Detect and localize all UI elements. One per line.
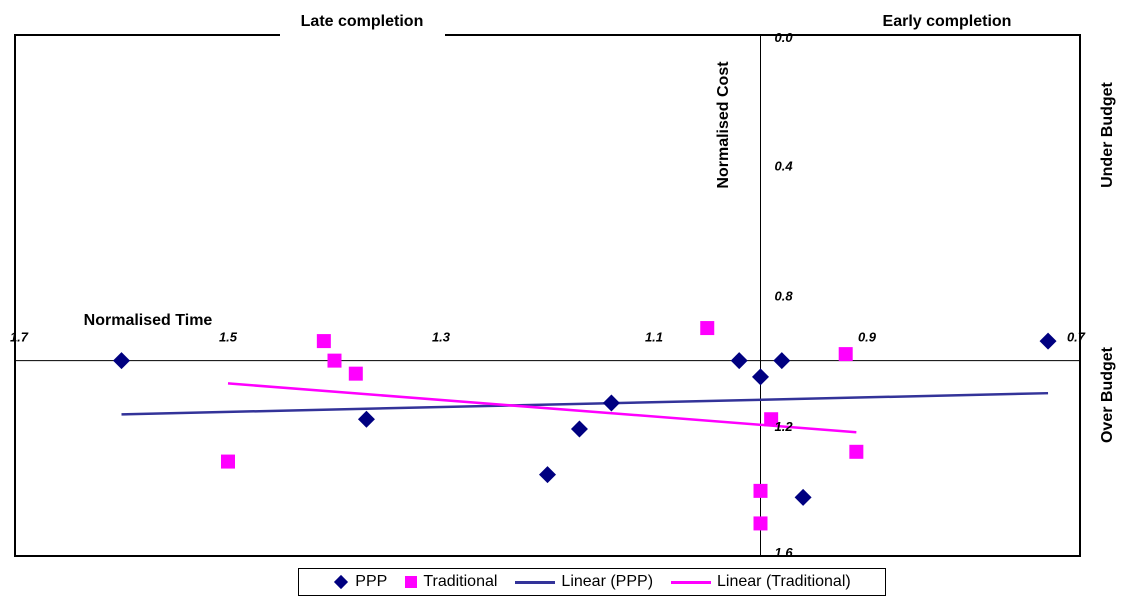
legend-item-ppp: PPP xyxy=(333,573,387,591)
y-tick-label: 1.2 xyxy=(775,419,794,434)
legend-label: Linear (Traditional) xyxy=(717,573,851,590)
ppp-point xyxy=(730,352,748,370)
line-marker-icon xyxy=(671,580,712,584)
traditional-point xyxy=(764,412,779,427)
y-tick-label: 0.4 xyxy=(775,158,794,173)
x-tick-label: 1.1 xyxy=(645,330,663,345)
ppp-point xyxy=(539,466,556,484)
top-label-gap xyxy=(280,30,445,40)
traditional-point xyxy=(700,321,715,336)
traditional-point xyxy=(753,516,768,531)
y-axis-title: Normalised Cost xyxy=(715,61,732,189)
x-tick-label: 0.9 xyxy=(858,330,877,345)
traditional-point xyxy=(327,353,342,368)
trendline-linear-ppp xyxy=(121,391,1049,416)
y-tick-label: 0.0 xyxy=(775,30,794,45)
square-marker-icon xyxy=(405,576,418,588)
ppp-point xyxy=(602,394,620,412)
legend-label: Traditional xyxy=(423,573,498,590)
diamond-marker-icon xyxy=(334,574,349,590)
traditional-point xyxy=(316,334,331,349)
legend-item-linear-ppp: Linear (PPP) xyxy=(515,573,653,591)
traditional-point xyxy=(849,444,864,459)
traditional-point xyxy=(221,454,235,469)
legend: PPP Traditional Linear (PPP) Linear (Tra… xyxy=(298,568,886,596)
x-tick-label: 1.7 xyxy=(10,330,29,345)
legend-label: PPP xyxy=(355,573,388,590)
line-marker-icon xyxy=(515,580,556,584)
y-tick-label: 0.8 xyxy=(775,289,794,304)
legend-item-linear-traditional: Linear (Traditional) xyxy=(671,573,851,591)
ppp-point xyxy=(357,410,375,428)
x-tick-label: 1.5 xyxy=(219,330,238,345)
annotation-under-budget: Under Budget xyxy=(1099,81,1116,187)
annotation-late-completion: Late completion xyxy=(301,13,424,30)
traditional-point xyxy=(838,347,853,362)
legend-label: Linear (PPP) xyxy=(561,573,654,590)
traditional-point xyxy=(753,483,768,498)
traditional-point xyxy=(348,366,363,381)
x-tick-label: 0.7 xyxy=(1067,330,1086,345)
trendline-linear-traditional xyxy=(227,382,857,434)
y-tick-label: 1.6 xyxy=(775,545,794,560)
x-axis-title: Normalised Time xyxy=(84,312,213,329)
ppp-point xyxy=(752,368,769,386)
ppp-point xyxy=(113,352,130,370)
annotation-over-budget: Over Budget xyxy=(1099,346,1116,443)
tick-labels: 1.7 1.5 1.3 1.1 0.9 0.7 0.0 0.4 0.8 1.2 1.6 xyxy=(10,30,1086,560)
ppp-point xyxy=(570,420,588,438)
x-tick-label: 1.3 xyxy=(432,330,451,345)
axes xyxy=(15,35,1080,556)
ppp-point xyxy=(794,488,812,506)
trendlines xyxy=(121,382,1049,434)
legend-item-traditional: Traditional xyxy=(405,573,497,591)
ppp-point xyxy=(773,352,791,370)
annotation-early-completion: Early completion xyxy=(883,13,1012,30)
